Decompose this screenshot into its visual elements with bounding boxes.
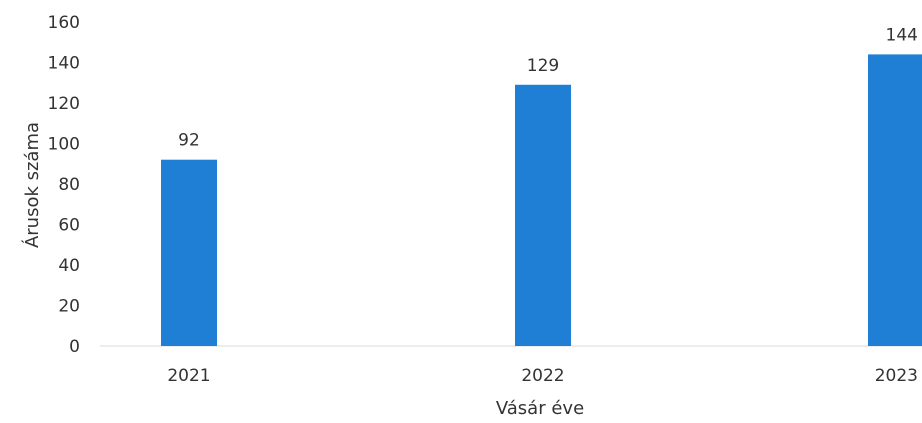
x-tick-label: 2022 <box>521 366 564 386</box>
y-axis-ticks: 0 20 40 60 80 100 120 140 160 <box>48 13 80 357</box>
y-axis-title: Árusok száma <box>21 122 43 248</box>
x-axis-ticks: 2021 2022 2023 <box>167 366 918 386</box>
bar <box>868 54 922 347</box>
data-label: 144 <box>886 25 918 45</box>
data-label: 129 <box>527 56 559 76</box>
bar <box>515 84 571 347</box>
y-tick-label: 60 <box>58 216 80 236</box>
y-tick-label: 80 <box>58 175 80 195</box>
y-tick-label: 100 <box>48 135 80 155</box>
x-axis-title: Vásár éve <box>496 398 584 419</box>
y-tick-label: 40 <box>58 256 80 276</box>
data-label: 92 <box>178 131 200 151</box>
y-tick-label: 120 <box>48 94 80 114</box>
y-tick-label: 160 <box>48 13 80 33</box>
x-tick-label: 2023 <box>875 366 918 386</box>
x-tick-label: 2021 <box>167 366 210 386</box>
y-tick-label: 140 <box>48 54 80 74</box>
data-labels: 92 129 144 <box>178 25 918 150</box>
bar <box>161 159 217 346</box>
y-tick-label: 0 <box>69 337 80 357</box>
y-tick-label: 20 <box>58 297 80 317</box>
bars <box>161 54 922 347</box>
